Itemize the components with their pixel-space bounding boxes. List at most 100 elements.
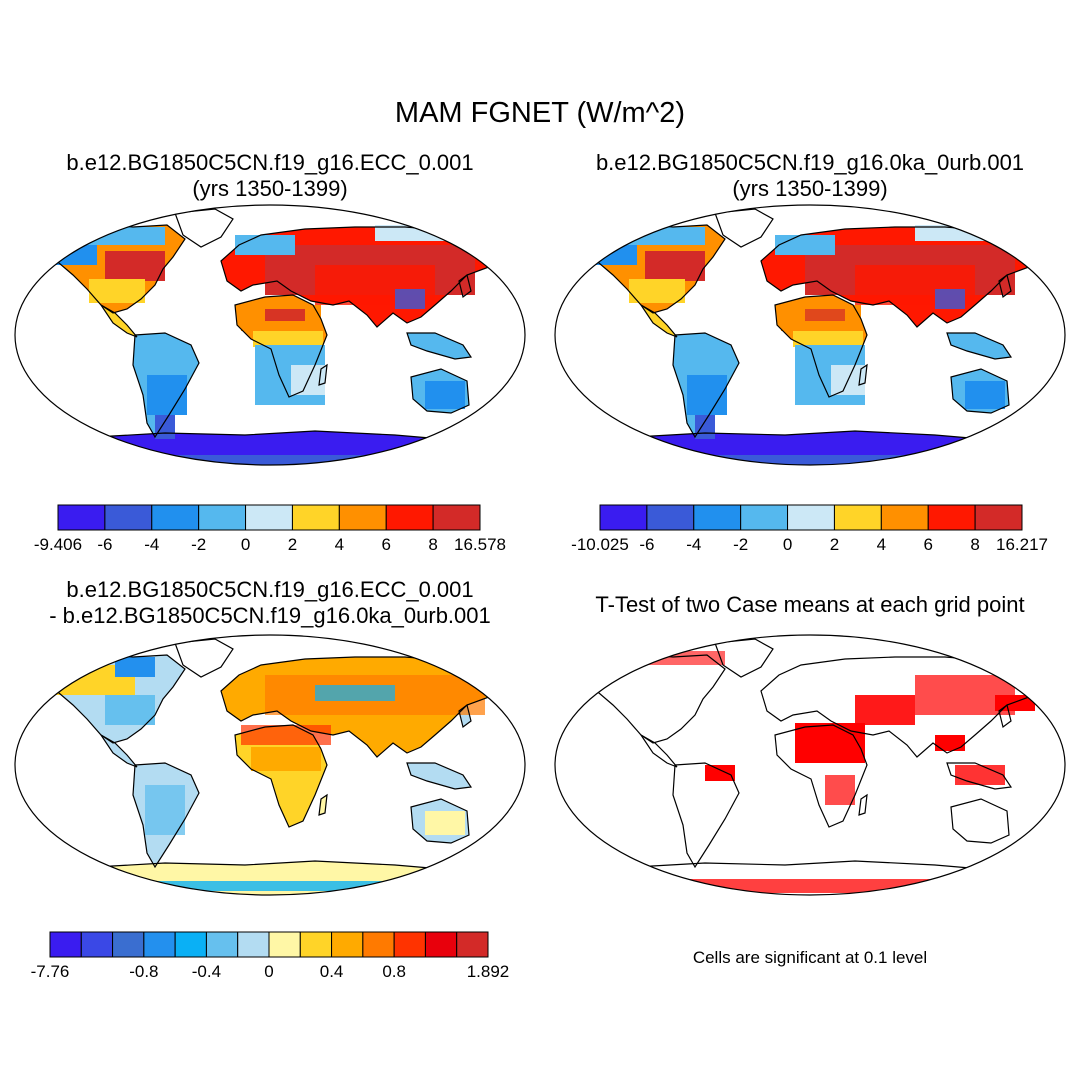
colorbar-swatch [198,504,247,531]
coastline-southamerica [132,332,200,439]
value-cell [795,723,865,763]
value-cell [629,279,685,303]
value-cell [27,235,97,265]
value-cell [775,235,835,255]
colorbar-swatch [362,931,395,958]
coastline-antarctica [573,860,1046,895]
colorbar-1: -9.406 -6 -4 -2 0 2 4 6 8 16.578 [34,504,506,554]
coastline-centralam [640,734,678,768]
value-cell [45,885,165,895]
land-fill-greenland [715,639,773,677]
map-border [14,634,526,896]
colorbar-tick-label: 0 [783,535,792,554]
colorbar-swatch [393,931,426,958]
colorbar-swatch [245,504,293,531]
panel1-subtitle: (yrs 1350-1399) [192,176,348,201]
value-cell [425,811,465,835]
value-cell [145,785,185,835]
value-cell [105,251,165,281]
colorbar-swatch [174,931,207,958]
coastline-japan [998,273,1012,299]
colorbar-swatch [104,504,153,531]
colorbar-swatch [237,931,270,958]
value-cell [687,375,727,415]
land-fill-centralam [641,735,677,767]
colorbar-tick-label: 4 [877,535,886,554]
colorbar-swatch [80,931,114,958]
colorbar-tick-label: 16.578 [454,535,506,554]
land-fill-southamerica [673,763,739,867]
map-panel-4 [554,634,1066,896]
value-cell [695,415,715,439]
colorbar-swatch [143,931,176,958]
coastline-africa [774,294,868,398]
coastline-southamerica [132,762,200,869]
coastline-eurasia [760,656,1046,758]
panel2-title: b.e12.BG1850C5CN.f19_g16.0ka_0urb.001 [595,150,1025,175]
map-border [554,204,1066,466]
colorbar-tick-label: 6 [381,535,390,554]
coastline-japan [458,273,472,299]
colorbar-tick-label: -0.4 [192,962,221,981]
coastline-southamerica [672,762,740,869]
coastline-southamerica [672,332,740,439]
colorbar-tick-label: 0.8 [382,962,406,981]
coastline-madagascar [858,363,868,386]
map-panel-2 [554,204,1066,466]
map-panel-1 [14,204,526,466]
colorbar-tick-label: 8 [970,535,979,554]
coastline-africa [234,294,328,398]
colorbar-swatch [927,504,976,531]
map-clip-group [565,208,1046,465]
coastline-australia [410,368,470,414]
coastline-antarctica [33,860,506,895]
colorbar-tick-label: 1.892 [467,962,510,981]
colorbar-tick-label: -4 [686,535,701,554]
colorbar-swatch [740,504,789,531]
value-cell [995,695,1035,711]
land-fill-centralam [641,305,677,337]
map-border [554,634,1066,896]
colorbar-swatch [268,931,301,958]
panel3-title: b.e12.BG1850C5CN.f19_g16.ECC_0.001 [66,577,474,602]
value-cell [705,765,735,781]
value-cell [935,735,965,751]
coastline-eurasia [760,226,1046,328]
colorbar-tick-label: -2 [191,535,206,554]
colorbar-swatch [787,504,835,531]
value-cell [935,289,965,309]
colorbar-tick-label: -7.76 [31,962,70,981]
value-cell [825,775,855,805]
value-cell [147,375,187,415]
panel1-title: b.e12.BG1850C5CN.f19_g16.ECC_0.001 [66,150,474,175]
coastline-africa [774,724,868,828]
colorbar-swatch [57,504,106,531]
value-cell [805,309,845,321]
colorbar-swatch [599,504,648,531]
land-fill-centralam [101,735,137,767]
colorbar-swatch [338,504,387,531]
coastline-centralam [100,304,138,338]
coastline-madagascar [318,363,328,386]
panel4-title: T-Test of two Case means at each grid po… [595,592,1025,617]
panel2-subtitle: (yrs 1350-1399) [732,176,888,201]
value-cell [955,765,1005,785]
value-cell [105,695,155,725]
colorbar-tick-label: -6 [639,535,654,554]
coastline-centralam [640,304,678,338]
coastline-madagascar [858,793,868,816]
coastline-africa [234,724,328,828]
coastline-seasia [946,332,1013,360]
colorbar-tick-label: 2 [830,535,839,554]
colorbar-tick-label: -6 [97,535,112,554]
value-cell [89,279,145,303]
map-clip-group [25,638,506,895]
land-fill-antarctica [35,861,505,895]
coastline-japan [998,703,1012,729]
colorbar-2: -10.025 -6 -4 -2 0 2 4 6 8 16.217 [571,504,1048,554]
colorbar-swatch [646,504,695,531]
value-cell [395,289,425,309]
colorbar-tick-label: 6 [923,535,932,554]
colorbar-3: -7.76 -0.8 -0.4 0 0.4 0.8 1.892 [31,931,510,981]
